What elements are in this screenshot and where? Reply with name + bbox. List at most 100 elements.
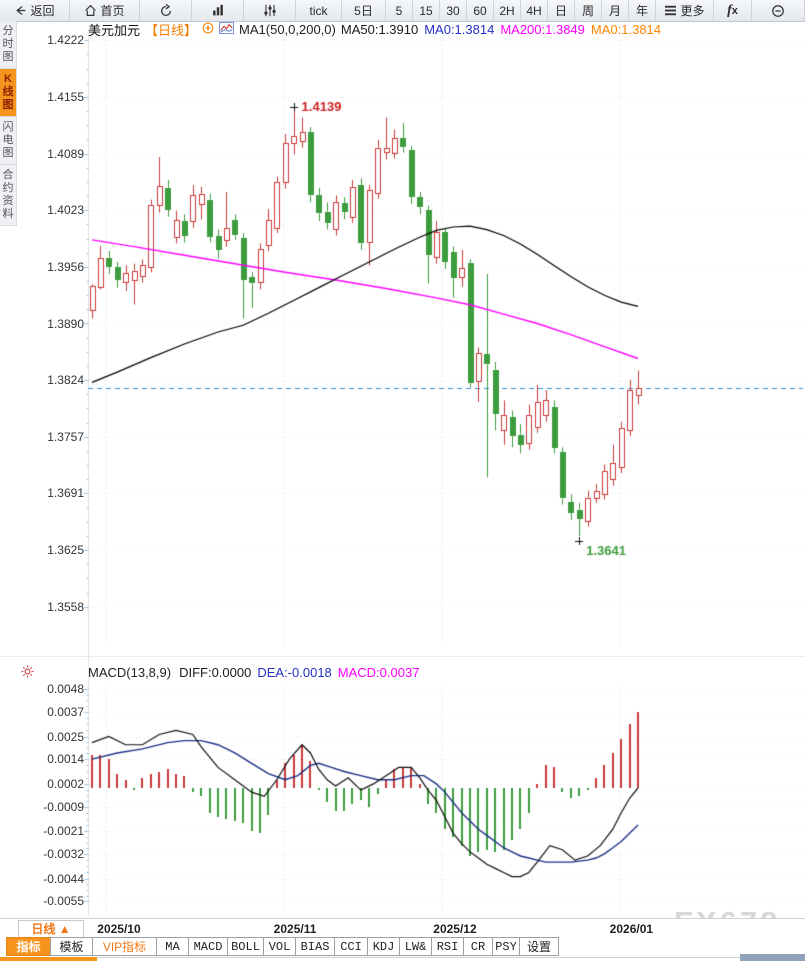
toolbar-period-week-button[interactable]: 周 bbox=[575, 0, 602, 21]
toolbar-label: 日 bbox=[554, 4, 567, 18]
fx-functions-icon: fx bbox=[727, 2, 738, 18]
toolbar-label: 首页 bbox=[100, 4, 125, 18]
macd-axis-tick-label: 0.0014 bbox=[47, 752, 84, 767]
indicator-tab-KDJ[interactable]: KDJ bbox=[367, 937, 400, 956]
indicator-tab-VIP指标[interactable]: VIP指标 bbox=[92, 937, 157, 956]
price-axis-tick-label: 1.3890 bbox=[47, 316, 84, 331]
indicator-value-label: MACD:0.0037 bbox=[337, 664, 420, 680]
indicator-settings-icon bbox=[263, 4, 277, 17]
sidebar-tab-K线图[interactable]: K 线 图 bbox=[0, 69, 17, 117]
zoom-out-icon bbox=[771, 4, 785, 18]
chart-style-icon bbox=[211, 4, 225, 17]
toolbar-label: 4H bbox=[526, 3, 542, 18]
ma-chart-icon[interactable] bbox=[219, 22, 235, 37]
sidebar-tab-分时图[interactable]: 分 时 图 bbox=[0, 21, 17, 69]
indicator-value-label: MA50:1.3910 bbox=[340, 22, 419, 37]
date-axis-label: 2026/01 bbox=[609, 922, 654, 936]
toolbar-period-day-button[interactable]: 日 bbox=[548, 0, 575, 21]
indicator-value-label: MA200:1.3849 bbox=[500, 22, 585, 37]
toolbar-period-5m-button[interactable]: 5 bbox=[386, 0, 413, 21]
toolbar-indicator-settings-icon-button[interactable] bbox=[244, 0, 296, 21]
price-axis-tick-label: 1.4155 bbox=[47, 90, 84, 105]
macd-axis-tick-label: 0.0037 bbox=[47, 704, 84, 719]
toolbar-refresh-icon-button[interactable] bbox=[140, 0, 192, 21]
toolbar-zoom-out-icon-button[interactable] bbox=[752, 0, 805, 21]
macd-values: DIFF:0.0000 DEA:-0.0018 MACD:0.0037 bbox=[179, 665, 425, 680]
price-axis-tick-label: 1.4222 bbox=[47, 33, 84, 47]
ma-values: MA50:1.3910 MA0:1.3814 MA200:1.3849 MA0:1.3… bbox=[341, 22, 667, 37]
active-tab-underline bbox=[0, 957, 97, 961]
indicator-tab-MACD[interactable]: MACD bbox=[188, 937, 228, 956]
symbol-title: 美元加元 bbox=[88, 23, 141, 38]
price-axis-tick-label: 1.3956 bbox=[47, 260, 84, 275]
indicator-value-label: DIFF:0.0000 bbox=[179, 664, 252, 680]
sidebar-tab-闪电图[interactable]: 闪 电 图 bbox=[0, 117, 17, 165]
back-icon bbox=[14, 4, 27, 17]
toolbar-chart-style-icon-button[interactable] bbox=[192, 0, 244, 21]
toolbar-label: 30 bbox=[446, 3, 460, 18]
toolbar-label: 年 bbox=[635, 4, 648, 18]
price-axis-tick-label: 1.3625 bbox=[47, 542, 84, 557]
macd-axis-tick-label: -0.0032 bbox=[43, 846, 84, 861]
indicator-tab-设置[interactable]: 设置 bbox=[519, 937, 559, 956]
macd-title: MACD(13,8,9) bbox=[88, 664, 172, 680]
toolbar-period-4h-button[interactable]: 4H bbox=[521, 0, 548, 21]
indicator-tab-CR[interactable]: CR bbox=[463, 937, 493, 956]
macd-axis-tick-label: -0.0055 bbox=[43, 894, 84, 909]
toolbar-label: 返回 bbox=[30, 4, 55, 18]
price-axis-tick-label: 1.3558 bbox=[47, 600, 84, 614]
price-axis-tick-label: 1.4023 bbox=[47, 202, 84, 217]
indicator-value-label: DEA:-0.0018 bbox=[257, 664, 332, 680]
bottom-tab-bar: 指标 模板 VIP指标 MA MACD BOLL VOL BIAS CCI KDJ LW& RSI CR… bbox=[0, 937, 805, 958]
indicator-tab-指标[interactable]: 指标 bbox=[6, 937, 51, 956]
macd-axis-tick-label: 0.0025 bbox=[47, 729, 84, 744]
date-axis-row: 日线 ▲ 2025/10 2025/11 2025/12 2026/01 bbox=[0, 918, 805, 938]
date-axis-label: 2025/11 bbox=[273, 922, 317, 936]
toolbar-label: 更多 bbox=[680, 4, 705, 18]
indicator-tab-MA[interactable]: MA bbox=[156, 937, 189, 956]
toolbar-period-60m-button[interactable]: 60 bbox=[467, 0, 494, 21]
indicator-tab-VOL[interactable]: VOL bbox=[263, 937, 296, 956]
toolbar-period-tick-button[interactable]: tick bbox=[296, 0, 342, 21]
price-axis-tick-label: 1.3824 bbox=[47, 372, 84, 387]
indicator-value-label: MA0:1.3814 bbox=[590, 22, 662, 37]
toolbar-period-year-button[interactable]: 年 bbox=[629, 0, 656, 21]
toolbar-back-button[interactable]: 返回 bbox=[0, 0, 70, 21]
toolbar-label: tick bbox=[309, 3, 328, 18]
price-axis-tick-label: 1.4089 bbox=[47, 146, 84, 161]
period-dropdown-button[interactable]: 日线 ▲ bbox=[18, 920, 84, 938]
toolbar-fx-functions-icon-button[interactable]: fx bbox=[714, 0, 752, 21]
toolbar-label: 60 bbox=[473, 3, 487, 18]
toolbar-period-15m-button[interactable]: 15 bbox=[413, 0, 440, 21]
indicator-tab-BIAS[interactable]: BIAS bbox=[295, 937, 335, 956]
horizontal-scrollbar[interactable] bbox=[740, 954, 805, 961]
toolbar-period-2h-button[interactable]: 2H bbox=[494, 0, 521, 21]
toolbar-period-30m-button[interactable]: 30 bbox=[440, 0, 467, 21]
indicator-tab-LW&[interactable]: LW& bbox=[399, 937, 432, 956]
indicator-tab-RSI[interactable]: RSI bbox=[431, 937, 464, 956]
indicator-sun-icon[interactable] bbox=[21, 665, 34, 681]
more-icon bbox=[664, 5, 677, 16]
indicator-tab-PSY[interactable]: PSY bbox=[492, 937, 520, 956]
top-toolbar: 返回 首页 tick 5日 5 15 30 60 2H 4H 日周月年 更多 fx bbox=[0, 0, 805, 22]
toolbar-home-button[interactable]: 首页 bbox=[70, 0, 140, 21]
toolbar-label: 月 bbox=[608, 4, 621, 18]
indicator-tab-BOLL[interactable]: BOLL bbox=[227, 937, 264, 956]
home-icon bbox=[84, 4, 97, 17]
add-symbol-icon[interactable] bbox=[202, 22, 214, 37]
chart-header: 美元加元 【日线】 MA1(50,0,200,0) MA50:1.3910 MA0… bbox=[88, 21, 667, 38]
toolbar-period-month-button[interactable]: 月 bbox=[602, 0, 629, 21]
toolbar-more-button[interactable]: 更多 bbox=[656, 0, 714, 21]
toolbar-period-5d-button[interactable]: 5日 bbox=[342, 0, 386, 21]
indicator-tab-CCI[interactable]: CCI bbox=[334, 937, 368, 956]
macd-axis-tick-label: -0.0021 bbox=[43, 824, 84, 839]
macd-axis-tick-label: -0.0009 bbox=[43, 799, 84, 814]
ma-settings-label: MA1(50,0,200,0) bbox=[239, 22, 336, 37]
refresh-icon bbox=[159, 3, 173, 18]
period-title: 【日线】 bbox=[145, 23, 198, 38]
sidebar-tab-合约资料[interactable]: 合 约 资 料 bbox=[0, 165, 17, 226]
toolbar-label: 5 bbox=[395, 3, 403, 18]
indicator-tab-模板[interactable]: 模板 bbox=[50, 937, 93, 956]
